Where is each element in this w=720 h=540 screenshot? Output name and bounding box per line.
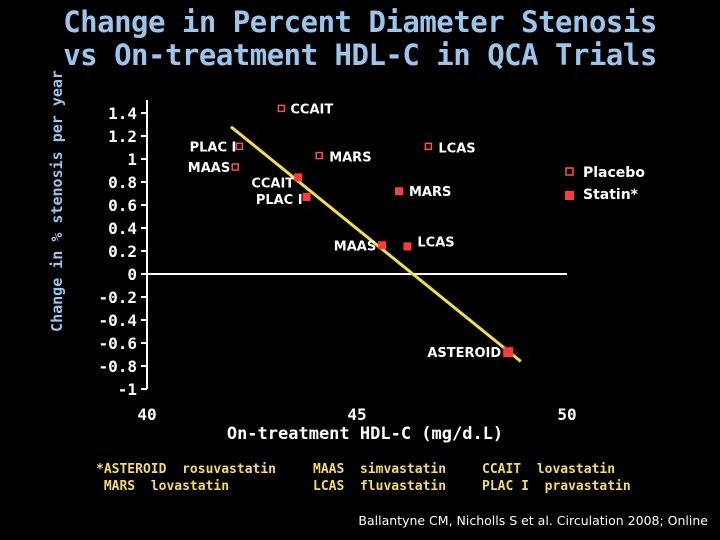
chart-title: Change in Percent Diameter Stenosis vs O… <box>0 6 720 72</box>
title-line-1: Change in Percent Diameter Stenosis <box>63 5 657 39</box>
x-axis-label: On-treatment HDL-C (mg/d.L) <box>226 424 504 444</box>
placebo-point-lcas <box>424 142 433 151</box>
footnote-ccait-placi: CCAIT lovastatin PLAC I pravastatin <box>482 462 631 494</box>
x-tick-label: 50 <box>557 405 576 424</box>
footnote-asteroid-mars: *ASTEROID rosuvastatin MARS lovastatin <box>96 462 277 494</box>
y-tick-label: 1 <box>127 150 137 169</box>
statin-point-asteroid <box>503 347 514 358</box>
statin-point-mars <box>395 187 403 196</box>
statin-point-lcas <box>403 242 412 251</box>
title-line-2: vs On-treatment HDL-C in QCA Trials <box>63 38 657 72</box>
y-tick-label: 0.8 <box>108 173 137 192</box>
y-tick-label: -0.6 <box>98 334 137 353</box>
point-label-statin-ccait: CCAIT <box>251 176 294 191</box>
point-label-statin-lcas: LCAS <box>417 235 454 250</box>
footnote-maas-lcas: MAAS simvastatin LCAS fluvastatin <box>313 462 447 494</box>
placebo-point-plac-i <box>235 142 244 151</box>
point-label-placebo-lcas: LCAS <box>438 141 475 156</box>
legend-statin-label: Statin* <box>583 187 639 203</box>
point-label-placebo-maas: MAAS <box>188 161 230 176</box>
y-tick-label: 1.2 <box>108 127 137 146</box>
legend-statin: Statin* <box>583 187 638 203</box>
placebo-point-maas <box>231 163 239 171</box>
legend-placebo-label: Placebo <box>583 165 645 181</box>
statin-point-plac-i <box>302 192 311 201</box>
point-label-statin-asteroid: ASTEROID <box>427 346 501 361</box>
y-tick-label: 0.2 <box>108 242 137 261</box>
point-label-statin-maas: MAAS <box>334 239 376 254</box>
y-tick-label: 0.6 <box>108 196 137 215</box>
legend-placebo: Placebo <box>583 165 645 181</box>
y-tick-label: -1 <box>118 380 137 399</box>
point-label-placebo-plac-i: PLAC I <box>190 140 237 155</box>
y-tick-label: 0 <box>127 265 137 284</box>
point-label-statin-plac-i: PLAC I <box>256 193 303 208</box>
x-tick-label: 45 <box>347 405 366 424</box>
placebo-point-ccait <box>277 104 286 113</box>
y-tick-label: 1.4 <box>108 104 137 123</box>
regression-line <box>230 125 522 363</box>
y-tick-label: -0.2 <box>98 288 137 307</box>
point-label-statin-mars: MARS <box>409 185 451 200</box>
y-tick-label: 0.4 <box>108 219 137 238</box>
y-tick-label: -0.4 <box>98 311 137 330</box>
legend-placebo-marker <box>565 167 574 176</box>
point-label-placebo-mars: MARS <box>329 151 371 166</box>
point-label-placebo-ccait: CCAIT <box>290 102 333 117</box>
citation: Ballantyne CM, Nicholls S et al. Circula… <box>358 513 708 528</box>
statin-point-maas <box>378 241 387 250</box>
y-tick-label: -0.8 <box>98 357 137 376</box>
legend-statin-marker <box>565 191 574 200</box>
x-tick-label: 40 <box>137 405 156 424</box>
placebo-point-mars <box>315 151 323 160</box>
statin-point-ccait <box>294 173 303 182</box>
